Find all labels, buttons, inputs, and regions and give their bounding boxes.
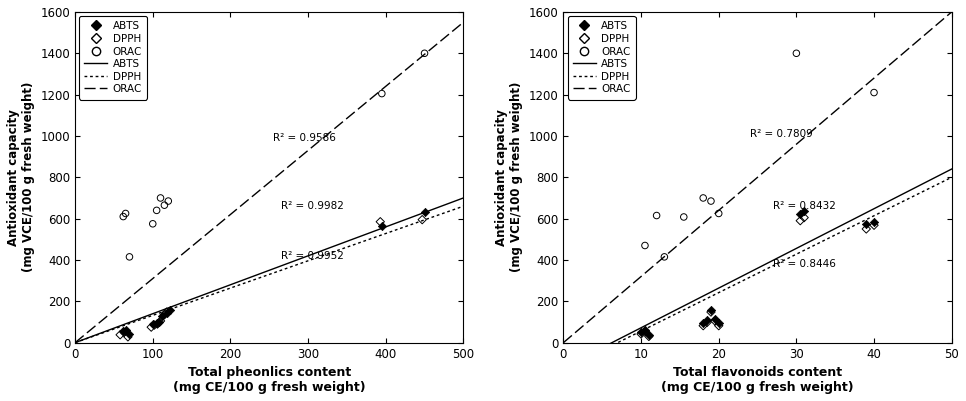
Point [711,322,726,329]
Point [796,208,811,215]
Point [676,214,692,220]
Point [711,210,726,217]
Point [792,217,808,224]
Point [153,318,168,324]
Point [373,219,388,225]
Y-axis label: Antioxidant capacity
(mg VCE/100 g fresh weight): Antioxidant capacity (mg VCE/100 g fresh… [496,82,524,272]
X-axis label: Total flavonoids content
(mg CE/100 g fresh weight): Total flavonoids content (mg CE/100 g fr… [662,366,854,394]
Point [155,312,170,319]
Y-axis label: Antioxidant capacity
(mg VCE/100 g fresh weight): Antioxidant capacity (mg VCE/100 g fresh… [7,82,35,272]
Point [145,221,160,227]
Point [707,316,723,322]
Point [859,226,874,232]
Point [374,90,389,97]
Point [867,222,882,229]
Point [796,215,811,221]
Text: R² = 0.9952: R² = 0.9952 [281,251,344,261]
Point [160,198,176,204]
Point [696,195,711,201]
Point [150,321,165,327]
Point [859,221,874,227]
Point [122,254,137,260]
Point [118,210,133,217]
Point [374,223,389,229]
Point [699,317,715,323]
Point [867,219,882,225]
Point [638,327,653,333]
Point [657,254,672,260]
Point [152,319,167,325]
Point [145,321,160,328]
Point [703,306,719,313]
Point [116,213,131,220]
Point [699,319,715,326]
Text: R² = 0.8432: R² = 0.8432 [773,201,836,211]
Text: R² = 0.9586: R² = 0.9586 [273,133,336,143]
Point [122,331,137,337]
X-axis label: Total pheonlics content
(mg CE/100 g fresh weight): Total pheonlics content (mg CE/100 g fre… [173,366,365,394]
Text: R² = 0.9982: R² = 0.9982 [281,201,344,211]
Point [153,195,168,201]
Point [703,198,719,204]
Point [414,217,430,223]
Point [641,332,657,338]
Point [416,209,432,216]
Text: R² = 0.7809: R² = 0.7809 [750,129,812,139]
Point [149,207,164,214]
Point [707,318,723,324]
Text: R² = 0.8446: R² = 0.8446 [773,259,836,269]
Point [703,309,719,315]
Point [638,242,653,249]
Point [159,310,175,316]
Point [634,329,649,336]
Point [649,212,665,219]
Legend: ABTS, DPPH, ORAC, ABTS, DPPH, ORAC: ABTS, DPPH, ORAC, ABTS, DPPH, ORAC [79,16,147,99]
Point [711,320,726,326]
Point [118,327,133,333]
Point [149,320,164,326]
Point [792,211,808,218]
Point [634,331,649,337]
Point [156,312,172,318]
Point [112,332,128,338]
Point [159,309,175,315]
Point [162,307,178,313]
Point [416,50,432,57]
Point [788,50,804,57]
Point [638,328,653,334]
Point [120,334,135,340]
Point [147,322,162,328]
Point [116,328,131,334]
Point [696,320,711,326]
Point [116,329,131,336]
Point [696,322,711,329]
Point [641,333,657,340]
Point [867,89,882,96]
Point [144,324,159,330]
Point [156,202,172,209]
Legend: ABTS, DPPH, ORAC, ABTS, DPPH, ORAC: ABTS, DPPH, ORAC, ABTS, DPPH, ORAC [568,16,636,99]
